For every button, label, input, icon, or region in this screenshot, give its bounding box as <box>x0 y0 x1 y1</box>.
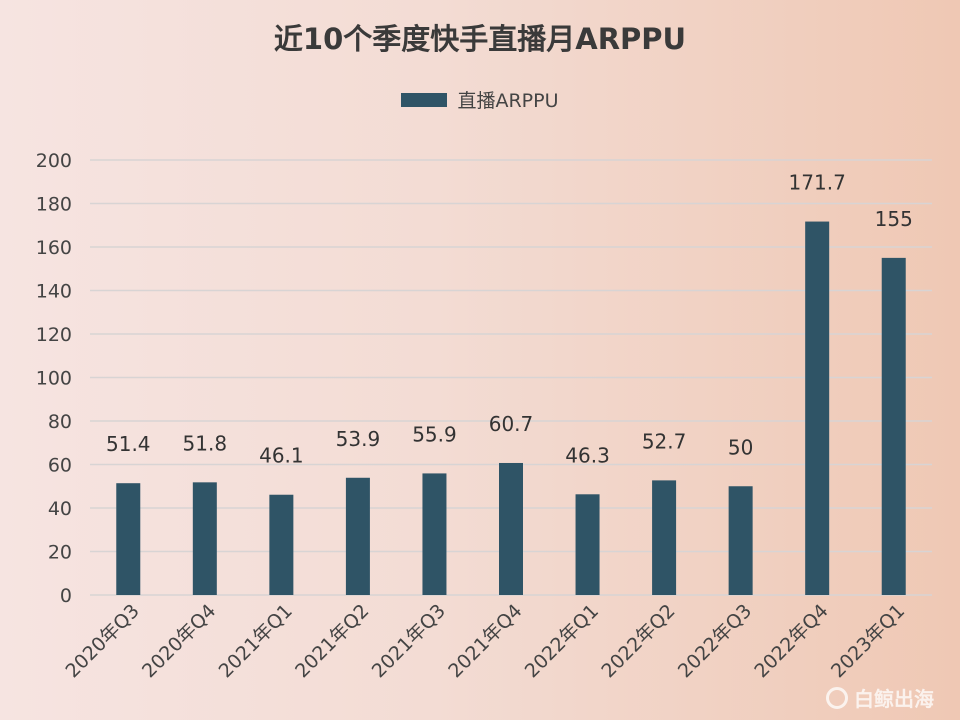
x-tick-label: 2020年Q4 <box>138 600 220 682</box>
data-label: 55.9 <box>412 422 457 446</box>
legend-label: 直播ARPPU <box>457 90 559 112</box>
x-tick-label: 2022年Q2 <box>597 600 679 682</box>
watermark-text: 白鲸出海 <box>854 687 934 711</box>
bar <box>345 477 370 595</box>
x-tick-label: 2020年Q3 <box>61 600 143 682</box>
y-tick-label: 140 <box>36 281 72 303</box>
bar <box>192 482 217 595</box>
y-tick-label: 160 <box>36 237 72 259</box>
bar <box>881 257 906 595</box>
whale-logo-icon <box>826 686 848 709</box>
watermark: 白鲸出海 <box>826 683 934 712</box>
y-tick-label: 20 <box>48 542 72 564</box>
data-label: 60.7 <box>489 412 534 436</box>
bar <box>499 462 523 595</box>
data-label: 52.7 <box>642 429 687 453</box>
y-tick-label: 200 <box>36 150 72 172</box>
y-tick-label: 100 <box>36 368 72 390</box>
x-tick-label: 2021年Q3 <box>368 600 450 682</box>
bar <box>116 483 141 595</box>
bar <box>805 221 830 596</box>
bar <box>422 473 447 595</box>
y-tick-label: 80 <box>48 411 72 433</box>
x-tick-label: 2022年Q4 <box>750 600 832 682</box>
x-tick-label: 2023年Q1 <box>827 600 909 682</box>
data-label: 53.9 <box>336 427 381 451</box>
x-tick-label: 2022年Q3 <box>674 600 756 682</box>
x-tick-label: 2021年Q4 <box>444 600 526 682</box>
bar <box>269 494 294 595</box>
data-label: 46.1 <box>259 444 304 468</box>
y-tick-label: 120 <box>36 324 72 346</box>
bar <box>575 494 600 595</box>
bar <box>728 486 753 595</box>
data-label: 50 <box>728 435 753 459</box>
chart-title: 近10个季度快手直播月ARPPU <box>273 22 687 56</box>
chart-legend: 直播ARPPU <box>0 86 960 113</box>
x-tick-label: 2022年Q1 <box>521 600 603 682</box>
y-tick-label: 60 <box>48 455 72 477</box>
data-label: 171.7 <box>789 171 846 195</box>
bar <box>652 480 677 595</box>
data-label: 51.4 <box>106 432 151 456</box>
data-label: 46.3 <box>565 443 610 467</box>
y-tick-label: 40 <box>48 498 72 520</box>
x-tick-label: 2021年Q1 <box>215 600 297 682</box>
x-tick-label: 2021年Q2 <box>291 600 373 682</box>
legend-swatch <box>401 92 448 107</box>
data-label: 51.8 <box>183 431 228 455</box>
y-tick-label: 180 <box>36 194 72 216</box>
data-label: 155 <box>875 207 913 231</box>
y-tick-label: 0 <box>60 585 72 607</box>
